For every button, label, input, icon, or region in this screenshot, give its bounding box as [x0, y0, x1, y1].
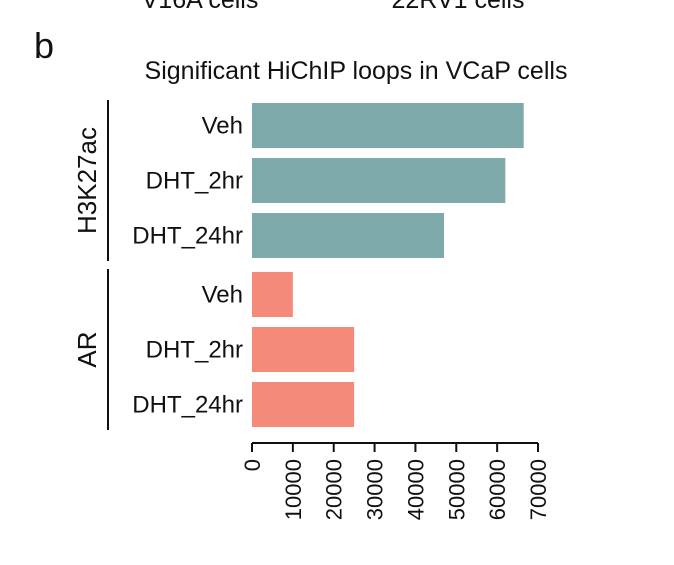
group-label-ar: AR — [72, 331, 102, 367]
bar-h3k27ac-veh — [252, 103, 524, 148]
category-label: DHT_2hr — [146, 168, 243, 195]
panel-label: b — [34, 25, 54, 66]
x-tick-label: 0 — [240, 459, 265, 471]
x-tick-label: 60000 — [485, 459, 510, 520]
category-labels: Veh DHT_2hr DHT_24hr Veh DHT_2hr DHT_24hr — [132, 113, 243, 419]
category-label: DHT_24hr — [132, 392, 243, 419]
bar-h3k27ac-dht_24hr — [252, 213, 445, 258]
cropped-label-left: V16A cells — [142, 0, 259, 14]
x-tick-label: 20000 — [322, 459, 347, 520]
bar-h3k27ac-dht_2hr — [252, 158, 506, 203]
group-brackets: H3K27ac AR — [72, 100, 109, 430]
x-tick-label: 10000 — [281, 459, 306, 520]
cropped-label-right: 22RV1 cells — [392, 0, 525, 14]
category-label: DHT_2hr — [146, 337, 243, 364]
x-tick-label: 50000 — [444, 459, 469, 520]
chart-title: Significant HiChIP loops in VCaP cells — [145, 57, 568, 85]
group-label-h3k27ac: H3K27ac — [72, 127, 102, 234]
category-label: Veh — [202, 282, 243, 309]
x-tick-label: 40000 — [403, 459, 428, 520]
bar-ar-veh — [252, 272, 293, 317]
x-tick-label: 30000 — [363, 459, 388, 520]
x-axis: 0 10000 20000 30000 40000 50000 60000 70000 — [240, 442, 551, 520]
bar-ar-dht_2hr — [252, 327, 355, 372]
x-tick-label: 70000 — [526, 459, 551, 520]
category-label: DHT_24hr — [132, 223, 243, 250]
category-label: Veh — [202, 113, 243, 140]
bar-area — [252, 103, 524, 427]
bar-ar-dht_24hr — [252, 382, 355, 427]
